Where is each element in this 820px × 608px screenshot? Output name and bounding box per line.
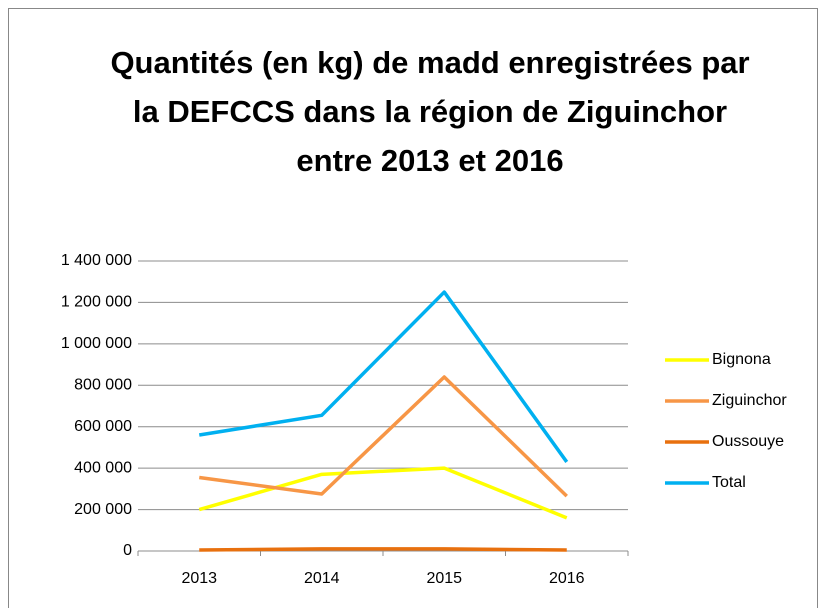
y-tick-label: 400 000 [74,459,132,476]
x-tick-label: 2013 [181,570,217,587]
line-series [199,375,568,498]
legend-label: Oussouye [712,433,784,450]
legend-label: Ziguinchor [712,392,787,409]
x-tick-label: 2016 [549,570,585,587]
y-tick-label: 600 000 [74,418,132,435]
line-series [199,547,567,552]
x-tick-label: 2015 [426,570,462,587]
y-tick-label: 800 000 [74,377,132,394]
line-series [198,290,569,463]
chart-frame [8,8,818,608]
line-series [198,466,568,520]
legend-label: Bignona [712,351,771,368]
y-tick-label: 200 000 [74,501,132,518]
y-tick-label: 1 400 000 [61,252,132,269]
y-tick-label: 1 200 000 [61,294,132,311]
y-tick-label: 1 000 000 [61,335,132,352]
legend-label: Total [712,474,746,491]
chart-title: Quantités (en kg) de madd enregistrées p… [110,45,750,178]
x-tick-label: 2014 [304,570,340,587]
y-tick-label: 0 [123,542,132,559]
